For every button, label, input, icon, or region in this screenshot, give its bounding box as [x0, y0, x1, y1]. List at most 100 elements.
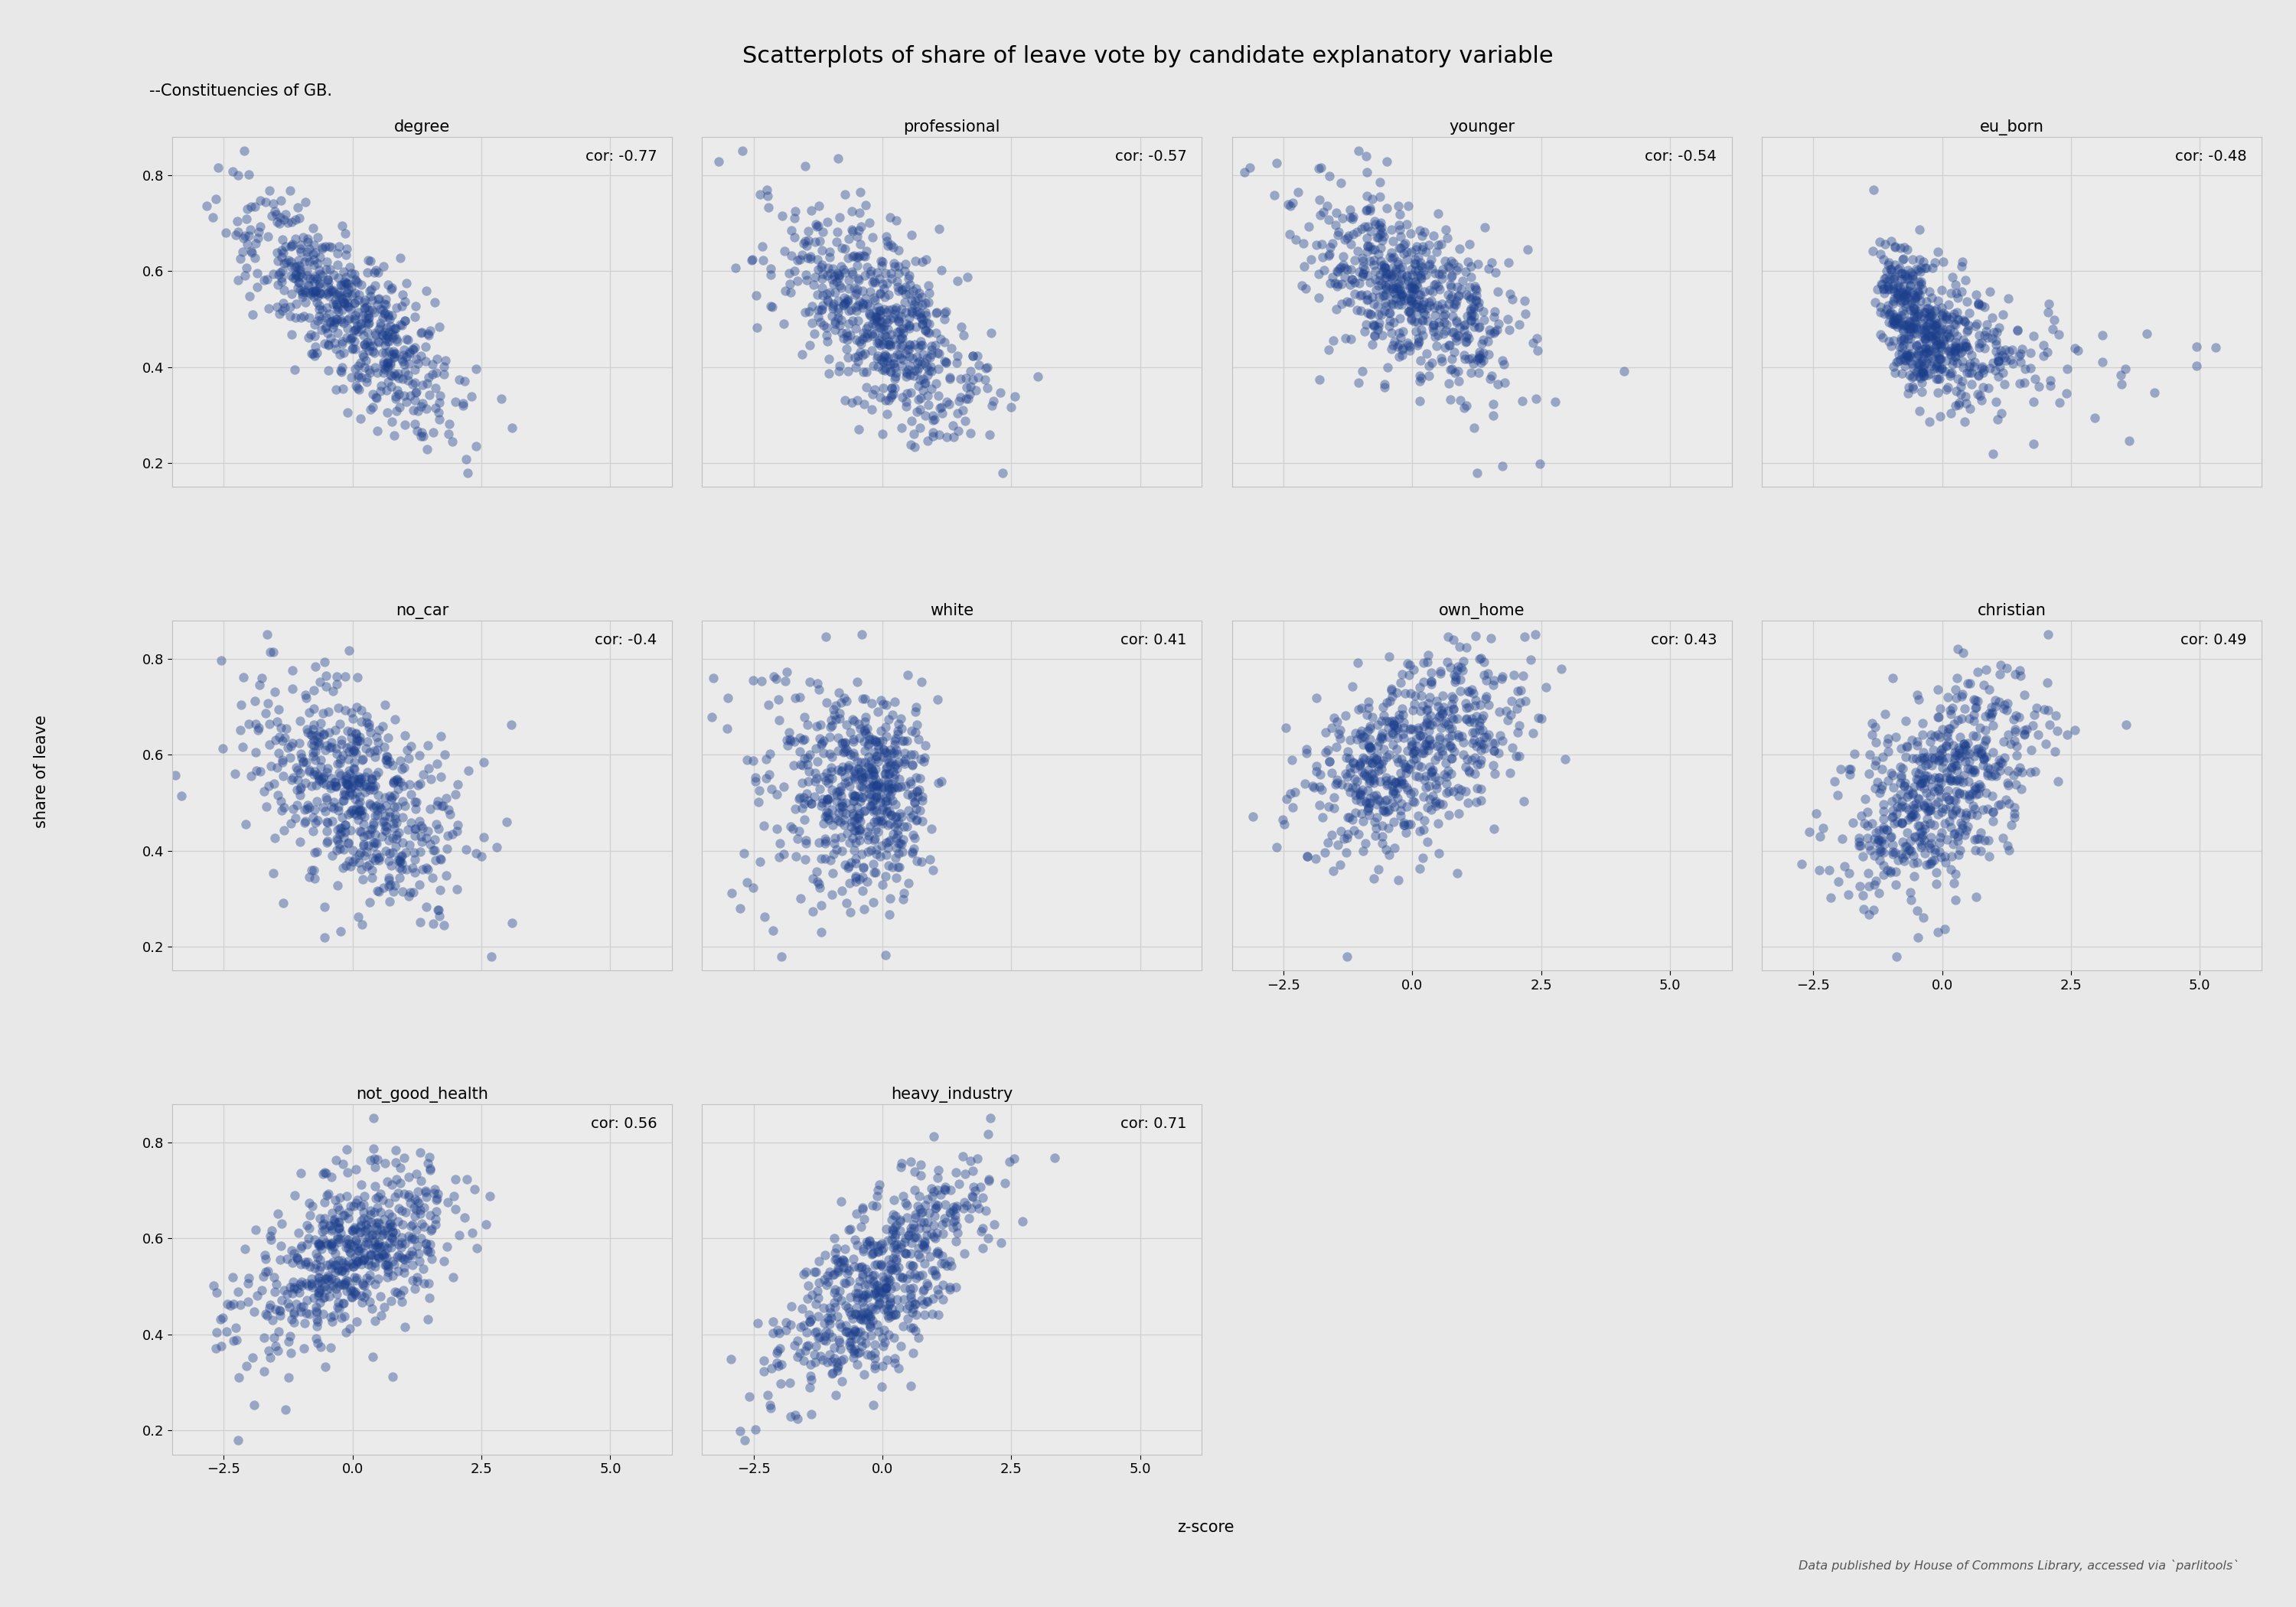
Point	[383, 292, 420, 318]
Point	[1479, 371, 1515, 397]
Point	[1938, 742, 1975, 768]
Point	[856, 728, 893, 754]
Point	[884, 296, 921, 321]
Point	[305, 1189, 342, 1215]
Point	[813, 707, 850, 733]
Point	[292, 759, 328, 784]
Point	[1368, 260, 1405, 286]
Point	[1926, 850, 1963, 876]
Point	[1903, 355, 1940, 381]
Point	[1272, 193, 1309, 219]
Point	[1924, 302, 1961, 328]
Point	[292, 265, 328, 291]
Point	[404, 373, 441, 399]
Point	[964, 1184, 1001, 1210]
Point	[344, 302, 381, 328]
Point	[1894, 779, 1931, 805]
Point	[870, 762, 907, 787]
Point	[806, 1327, 843, 1353]
Point	[877, 725, 914, 750]
Point	[335, 1233, 372, 1258]
Point	[856, 1281, 893, 1306]
Point	[1375, 328, 1412, 354]
Point	[709, 715, 746, 741]
Point	[1818, 783, 1855, 808]
Point	[829, 320, 866, 346]
Point	[301, 244, 338, 270]
Point	[340, 728, 377, 754]
Point	[817, 805, 854, 831]
Point	[239, 260, 276, 286]
Point	[797, 1332, 833, 1358]
Point	[889, 365, 925, 391]
Point	[358, 725, 395, 750]
Point	[1896, 863, 1933, 889]
Point	[1364, 723, 1401, 749]
Point	[397, 411, 434, 437]
Point	[393, 810, 429, 836]
Point	[264, 227, 301, 252]
Point	[827, 791, 863, 816]
Point	[310, 357, 347, 382]
Point	[1919, 366, 1956, 392]
Point	[379, 1258, 416, 1284]
Point	[1311, 749, 1348, 775]
Point	[1940, 391, 1977, 416]
Point	[808, 786, 845, 812]
Point	[1855, 842, 1892, 868]
Point	[877, 1255, 914, 1281]
Point	[282, 775, 319, 800]
Point	[1931, 767, 1968, 792]
Point	[298, 289, 335, 315]
Point	[882, 1154, 918, 1180]
Point	[827, 731, 863, 757]
Point	[921, 421, 957, 447]
Point	[296, 284, 333, 310]
Point	[333, 768, 370, 794]
Point	[1972, 757, 2009, 783]
Point	[971, 1168, 1008, 1194]
Point	[1401, 804, 1437, 829]
Point	[788, 847, 824, 873]
Point	[778, 826, 815, 852]
Point	[1357, 313, 1394, 339]
Point	[1913, 810, 1949, 836]
Point	[1506, 288, 1543, 313]
Point	[1949, 670, 1986, 696]
Point	[1373, 773, 1410, 799]
Point	[861, 333, 898, 358]
Point	[868, 1216, 905, 1242]
Point	[298, 265, 335, 291]
Point	[370, 339, 406, 365]
Point	[1892, 837, 1929, 863]
Point	[840, 416, 877, 442]
Point	[1938, 677, 1975, 702]
Point	[347, 334, 383, 360]
Point	[1910, 336, 1947, 362]
Point	[340, 1237, 377, 1263]
Point	[1917, 354, 1954, 379]
Point	[776, 199, 813, 225]
Point	[907, 1228, 944, 1253]
Point	[1892, 839, 1929, 865]
Point	[1391, 781, 1428, 807]
Point	[808, 1305, 845, 1331]
Point	[344, 747, 381, 773]
Point	[253, 640, 289, 665]
Point	[1311, 235, 1348, 260]
Point	[928, 389, 964, 415]
Point	[1389, 299, 1426, 325]
Point	[374, 363, 411, 389]
Point	[413, 1216, 450, 1242]
Point	[342, 350, 379, 376]
Point	[1515, 329, 1552, 355]
Point	[951, 381, 987, 407]
Point	[843, 1253, 879, 1279]
Point	[925, 305, 962, 331]
Point	[436, 389, 473, 415]
Point	[1352, 734, 1389, 760]
Point	[870, 775, 907, 800]
Point	[317, 1252, 354, 1278]
Point	[1391, 715, 1428, 741]
Point	[872, 738, 909, 763]
